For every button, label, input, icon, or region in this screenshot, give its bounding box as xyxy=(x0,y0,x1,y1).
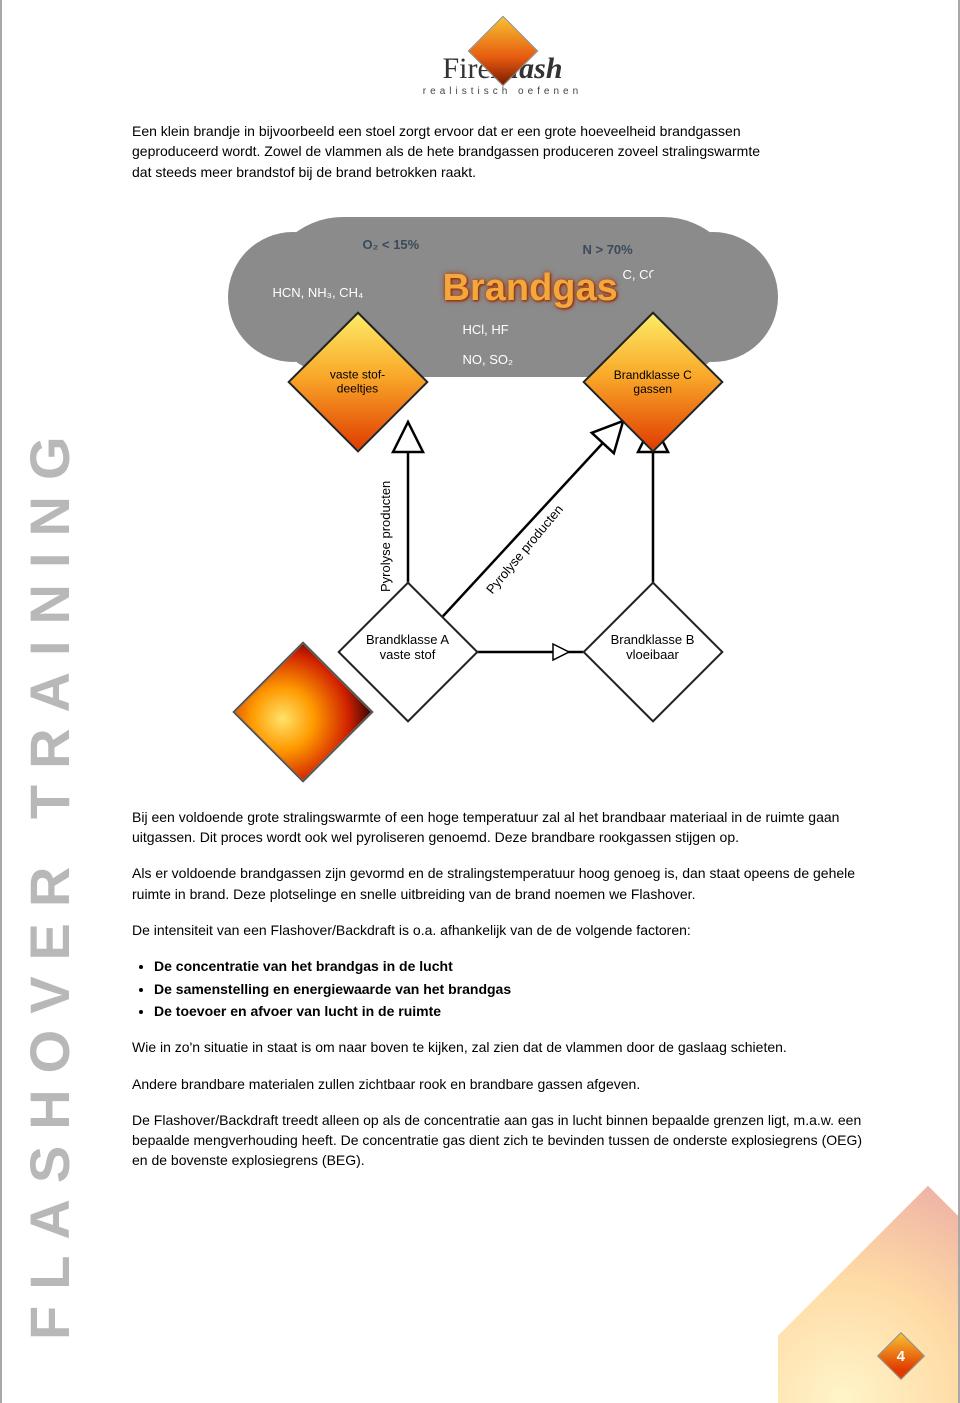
node-brandklasse-a-label: Brandklasse Avaste stof xyxy=(338,632,478,662)
node-vaste-stofdeeltjes-label: vaste stof-deeltjes xyxy=(330,367,385,396)
paragraph-3: De intensiteit van een Flashover/Backdra… xyxy=(132,920,872,940)
sidebar-title: FLASHOVER TRAINING xyxy=(17,420,82,1340)
logo: FireFlash realistisch oefenen xyxy=(132,20,873,97)
bullet-2: De samenstelling en energiewaarde van he… xyxy=(154,979,872,999)
cloud-noso-label: NO, SO₂ xyxy=(463,352,514,367)
brandgas-diagram: O₂ < 15% N > 70% C, CO, CO₂ HCN, NH₃, CH… xyxy=(213,207,793,777)
brandgas-title: Brandgas xyxy=(443,267,618,310)
corner-flame-decoration xyxy=(778,1163,958,1403)
paragraph-2: Als er voldoende brandgassen zijn gevorm… xyxy=(132,863,872,904)
paragraph-4: Wie in zo'n situatie in staat is om naar… xyxy=(132,1037,872,1057)
bullet-1: De concentratie van het brandgas in de l… xyxy=(154,956,872,976)
paragraph-1: Bij een voldoende grote stralingswarmte … xyxy=(132,807,872,848)
pyrolyse-label-2: Pyrolyse producten xyxy=(483,502,566,597)
cloud-cco-label: C, CO, CO₂ xyxy=(623,267,691,282)
bullet-list: De concentratie van het brandgas in de l… xyxy=(154,956,872,1021)
node-brandklasse-c-label: Brandklasse Cgassen xyxy=(613,367,691,396)
intro-paragraph: Een klein brandje in bijvoorbeeld een st… xyxy=(132,121,772,182)
page-number-value: 4 xyxy=(897,1348,905,1365)
logo-tagline: realistisch oefenen xyxy=(132,86,873,97)
pyrolyse-label-1: Pyrolyse producten xyxy=(378,481,393,592)
page-container: FLASHOVER TRAINING FireFlash realistisch… xyxy=(0,0,960,1403)
cloud-hcn-label: HCN, NH₃, CH₄ xyxy=(273,285,364,300)
paragraph-6: De Flashover/Backdraft treedt alleen op … xyxy=(132,1110,872,1171)
node-brandklasse-b-label: Brandklasse Bvloeibaar xyxy=(583,632,723,662)
body-text: Bij een voldoende grote stralingswarmte … xyxy=(132,807,872,1171)
cloud-n-label: N > 70% xyxy=(583,242,633,257)
bullet-3: De toevoer en afvoer van lucht in de rui… xyxy=(154,1001,872,1021)
cloud-o2-label: O₂ < 15% xyxy=(363,237,420,252)
cloud-hcl-label: HCl, HF xyxy=(463,322,509,337)
paragraph-5: Andere brandbare materialen zullen zicht… xyxy=(132,1074,872,1094)
